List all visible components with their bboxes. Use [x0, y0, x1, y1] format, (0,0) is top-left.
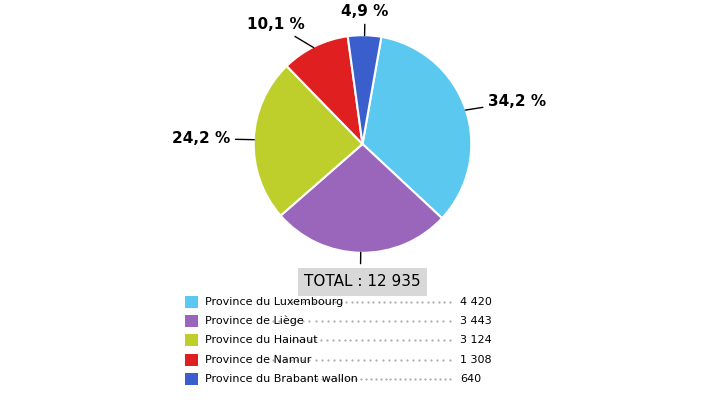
Text: Province du Brabant wallon: Province du Brabant wallon: [205, 374, 358, 384]
Text: 1 308: 1 308: [460, 355, 492, 365]
Text: Province de Liège: Province de Liège: [205, 316, 304, 326]
Text: 3 443: 3 443: [460, 316, 492, 326]
Text: 34,2 %: 34,2 %: [465, 94, 547, 110]
Text: 3 124: 3 124: [460, 335, 492, 346]
Text: 4,9 %: 4,9 %: [341, 4, 389, 36]
Text: 4 420: 4 420: [460, 297, 492, 307]
Text: Province de Namur: Province de Namur: [205, 355, 312, 365]
Text: 26,6 %: 26,6 %: [331, 252, 389, 284]
Text: 24,2 %: 24,2 %: [172, 131, 254, 146]
Text: Province du Luxembourg: Province du Luxembourg: [205, 297, 344, 307]
Wedge shape: [286, 36, 362, 144]
Text: 640: 640: [460, 374, 481, 384]
Wedge shape: [281, 144, 442, 253]
Text: 10,1 %: 10,1 %: [247, 17, 314, 48]
FancyBboxPatch shape: [185, 373, 198, 385]
Text: Province du Hainaut: Province du Hainaut: [205, 335, 318, 346]
FancyBboxPatch shape: [185, 296, 198, 308]
FancyBboxPatch shape: [185, 354, 198, 366]
Wedge shape: [348, 35, 381, 144]
FancyBboxPatch shape: [185, 315, 198, 327]
Wedge shape: [362, 37, 471, 218]
Text: TOTAL : 12 935: TOTAL : 12 935: [304, 274, 420, 290]
FancyBboxPatch shape: [185, 334, 198, 346]
Wedge shape: [254, 66, 362, 216]
